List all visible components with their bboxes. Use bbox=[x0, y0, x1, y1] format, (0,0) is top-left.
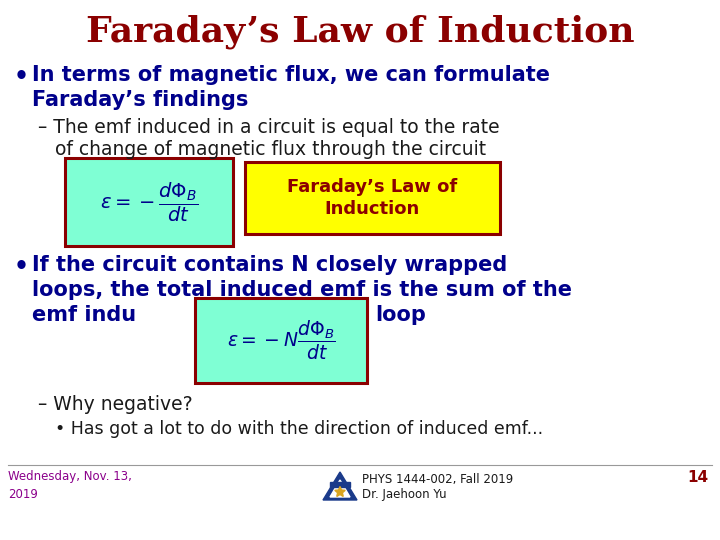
Text: – Why negative?: – Why negative? bbox=[38, 395, 193, 414]
Text: •: • bbox=[14, 255, 29, 279]
Polygon shape bbox=[330, 480, 350, 497]
Polygon shape bbox=[335, 487, 345, 496]
Text: Dr. Jaehoon Yu: Dr. Jaehoon Yu bbox=[362, 488, 446, 501]
Text: $\varepsilon = -N\dfrac{d\Phi_B}{dt}$: $\varepsilon = -N\dfrac{d\Phi_B}{dt}$ bbox=[227, 319, 336, 362]
Text: Faraday’s Law of
Induction: Faraday’s Law of Induction bbox=[287, 178, 458, 219]
Text: Faraday’s findings: Faraday’s findings bbox=[32, 90, 248, 110]
FancyBboxPatch shape bbox=[65, 158, 233, 246]
FancyBboxPatch shape bbox=[195, 298, 367, 383]
FancyBboxPatch shape bbox=[245, 162, 500, 234]
Text: $\varepsilon = -\dfrac{d\Phi_B}{dt}$: $\varepsilon = -\dfrac{d\Phi_B}{dt}$ bbox=[100, 180, 198, 224]
Text: loop: loop bbox=[375, 305, 426, 325]
Text: of change of magnetic flux through the circuit: of change of magnetic flux through the c… bbox=[55, 140, 486, 159]
Text: If the circuit contains N closely wrapped: If the circuit contains N closely wrappe… bbox=[32, 255, 508, 275]
Text: •: • bbox=[14, 65, 29, 89]
Text: loops, the total induced emf is the sum of the: loops, the total induced emf is the sum … bbox=[32, 280, 572, 300]
Text: 14: 14 bbox=[687, 470, 708, 485]
Text: Faraday’s Law of Induction: Faraday’s Law of Induction bbox=[86, 15, 634, 49]
Text: emf indu: emf indu bbox=[32, 305, 136, 325]
Text: Wednesday, Nov. 13,
2019: Wednesday, Nov. 13, 2019 bbox=[8, 470, 132, 501]
Text: – The emf induced in a circuit is equal to the rate: – The emf induced in a circuit is equal … bbox=[38, 118, 500, 137]
Text: In terms of magnetic flux, we can formulate: In terms of magnetic flux, we can formul… bbox=[32, 65, 550, 85]
Polygon shape bbox=[323, 472, 357, 500]
Polygon shape bbox=[330, 482, 350, 487]
Text: • Has got a lot to do with the direction of induced emf...: • Has got a lot to do with the direction… bbox=[55, 420, 543, 438]
Text: PHYS 1444-002, Fall 2019: PHYS 1444-002, Fall 2019 bbox=[362, 473, 513, 486]
